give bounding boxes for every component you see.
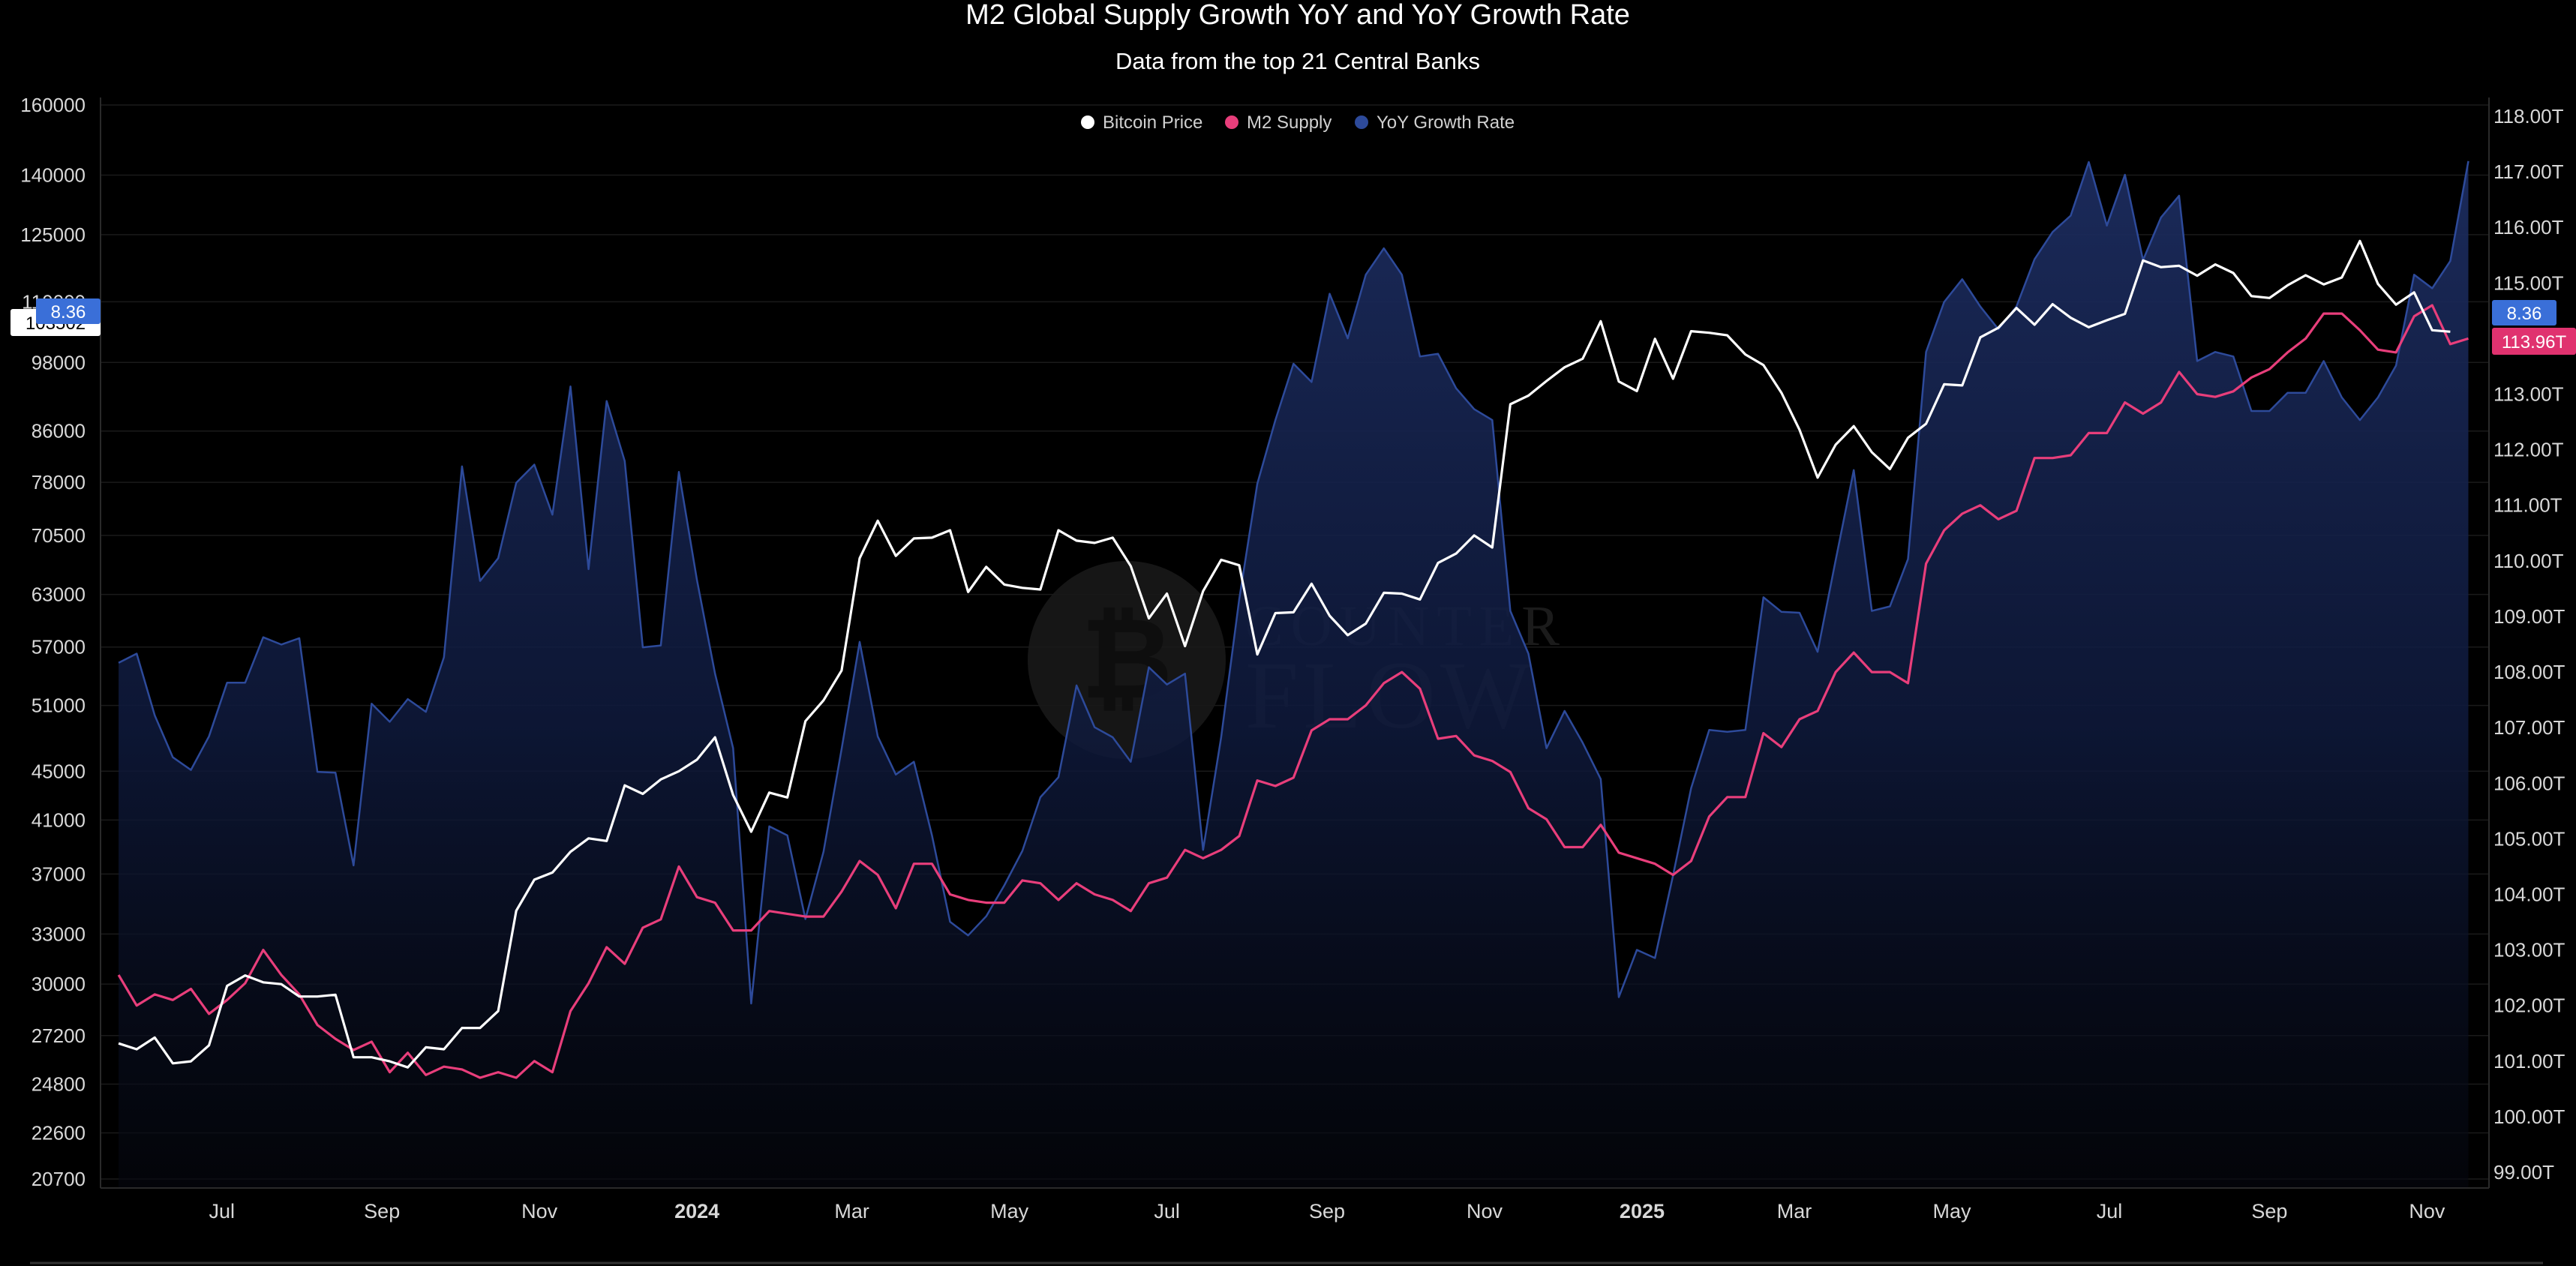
right-tick-label-10: 108.00T (2493, 661, 2565, 683)
left-tick-label-9: 57000 (32, 636, 86, 658)
left-tick-label-16: 27200 (32, 1024, 86, 1047)
legend-marker-1 (1225, 116, 1238, 129)
legend-label-2: YoY Growth Rate (1377, 112, 1515, 133)
axes (30, 98, 2543, 1264)
left-tick-label-13: 37000 (32, 862, 86, 885)
left-tick-label-10: 51000 (32, 694, 86, 717)
m2-supply-series (117, 304, 2469, 1079)
left-tick-label-6: 78000 (32, 471, 86, 494)
right-tick-label-2: 116.00T (2493, 216, 2564, 238)
growth-rate-fill (119, 160, 2469, 1188)
left-tick-label-4: 98000 (32, 351, 86, 374)
left-tick-label-7: 70500 (32, 524, 86, 547)
chart-subtitle: Data from the top 21 Central Banks (1115, 48, 1480, 74)
left-tick-label-18: 22600 (32, 1122, 86, 1144)
left-tick-label-5: 86000 (32, 420, 86, 442)
bitcoin-price-series (118, 239, 2451, 1069)
left-tick-label-17: 24800 (32, 1072, 86, 1095)
left-tick-label-11: 45000 (32, 760, 86, 782)
legend[interactable]: Bitcoin Price M2 Supply YoY Growth Rate (1081, 112, 1515, 133)
right-tick-label-0: 118.00T (2493, 105, 2564, 128)
x-tick-label-7: Sep (1309, 1200, 1345, 1222)
m2-supply-line (117, 304, 2469, 1079)
growth-rate-area (118, 160, 2469, 1188)
left-tick-label-15: 30000 (32, 973, 86, 995)
right-growth-badge (2492, 300, 2556, 326)
x-tick-label-5: May (990, 1200, 1029, 1222)
right-tick-label-6: 112.00T (2493, 439, 2564, 461)
right-m2-badge-text: 113.96T (2502, 332, 2567, 352)
right-tick-label-3: 115.00T (2493, 272, 2564, 294)
right-tick-label-7: 111.00T (2493, 494, 2562, 517)
right-tick-label-12: 106.00T (2493, 772, 2565, 794)
x-tick-label-6: Jul (1154, 1200, 1180, 1222)
left-tick-label-12: 41000 (32, 808, 86, 831)
legend-marker-2 (1355, 116, 1368, 129)
left-tick-label-2: 125000 (20, 224, 86, 246)
bitcoin-price-line (118, 239, 2451, 1069)
right-tick-label-17: 101.00T (2493, 1050, 2565, 1072)
left-growth-badge-text: 8.36 (51, 302, 86, 322)
right-tick-label-8: 110.00T (2493, 550, 2564, 572)
x-tick-label-12: Jul (2097, 1200, 2123, 1222)
legend-label-0: Bitcoin Price (1103, 112, 1202, 133)
right-tick-label-16: 102.00T (2493, 994, 2565, 1017)
left-tick-label-0: 160000 (20, 94, 86, 116)
right-m2-badge (2492, 328, 2576, 355)
right-tick-label-14: 104.00T (2493, 883, 2565, 905)
x-tick-label-9: 2025 (1620, 1200, 1665, 1222)
left-tick-label-8: 63000 (32, 584, 86, 606)
x-tick-label-4: Mar (834, 1200, 869, 1222)
right-tick-label-11: 107.00T (2493, 716, 2565, 739)
left-growth-badge (36, 298, 101, 324)
right-tick-label-15: 103.00T (2493, 939, 2565, 962)
x-tick-label-10: Mar (1777, 1200, 1812, 1222)
right-tick-label-1: 117.00T (2493, 160, 2564, 183)
growth-rate-line (118, 160, 2469, 1005)
x-tick-label-1: Sep (364, 1200, 400, 1222)
right-tick-label-19: 99.00T (2493, 1161, 2554, 1184)
right-tick-label-13: 105.00T (2493, 827, 2565, 850)
right-tick-label-18: 100.00T (2493, 1106, 2565, 1128)
left-tick-label-1: 140000 (20, 164, 86, 187)
right-tick-label-9: 109.00T (2493, 605, 2565, 628)
left-tick-label-19: 20700 (32, 1168, 86, 1190)
x-tick-label-3: 2024 (674, 1200, 719, 1222)
legend-marker-0 (1081, 116, 1094, 129)
legend-label-1: M2 Supply (1247, 112, 1332, 133)
left-tick-label-14: 33000 (32, 922, 86, 945)
x-tick-label-13: Sep (2251, 1200, 2287, 1222)
chart-title: M2 Global Supply Growth YoY and YoY Grow… (965, 0, 1630, 31)
x-tick-label-0: Jul (209, 1200, 236, 1222)
right-axis-ticks: 118.00T117.00T116.00T115.00T114.00T113.0… (2493, 105, 2565, 1184)
x-tick-label-11: May (1933, 1200, 1972, 1222)
x-axis-ticks: Jul Sep Nov 2024 Mar May Jul Sep Nov 2025 Mar May Ju… (209, 1200, 2445, 1222)
right-tick-label-5: 113.00T (2493, 383, 2564, 406)
x-tick-label-2: Nov (521, 1200, 558, 1222)
right-growth-badge-text: 8.36 (2507, 304, 2542, 324)
x-tick-label-14: Nov (2409, 1200, 2445, 1222)
left-axis-ticks: 1600001400001250001100009800086000780007… (20, 94, 86, 1190)
x-tick-label-8: Nov (1467, 1200, 1503, 1222)
